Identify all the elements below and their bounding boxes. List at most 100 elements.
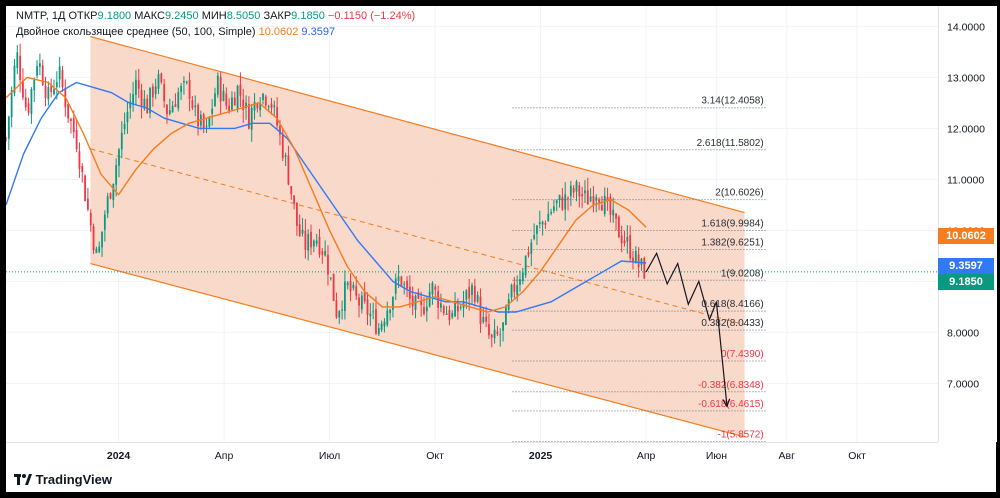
fib-level-label: 2(10.6026) xyxy=(715,188,763,199)
candle-body xyxy=(558,194,561,200)
candle-body xyxy=(50,84,53,92)
candle-body xyxy=(27,103,30,113)
fib-level-label: 1.618(9.9984) xyxy=(701,218,763,229)
candle-body xyxy=(335,300,338,318)
candle-body xyxy=(471,284,473,295)
candle-body xyxy=(231,97,233,110)
candle-body xyxy=(344,281,346,312)
candle-body xyxy=(81,166,84,173)
fib-level-label: 0.618(8.4166) xyxy=(701,299,763,310)
candle-body xyxy=(256,103,259,109)
price-axis[interactable]: 7.00008.00009.000010.000011.000012.00001… xyxy=(938,6,997,442)
candle-body xyxy=(247,104,250,129)
candle-body xyxy=(632,257,634,263)
candle-body xyxy=(403,283,406,285)
candle-body xyxy=(225,93,228,106)
candle-body xyxy=(592,195,595,205)
candle-body xyxy=(307,234,310,251)
candle-body xyxy=(465,290,468,300)
projection-path xyxy=(645,251,728,407)
channel-midline xyxy=(90,148,745,326)
candle-body xyxy=(346,282,349,286)
candle-body xyxy=(61,70,64,88)
channel-upper-line xyxy=(90,36,745,214)
candle-body xyxy=(504,306,507,325)
candle-body xyxy=(19,55,22,81)
tradingview-logo[interactable]: TradingView xyxy=(14,472,112,487)
candle-body xyxy=(160,73,163,83)
legend-high-label: МАКС xyxy=(134,10,165,22)
fib-level-label: 1(9.0208) xyxy=(721,268,764,279)
candle-body xyxy=(233,97,236,106)
candle-body xyxy=(338,311,341,318)
candle-body xyxy=(214,93,216,106)
candle-body xyxy=(143,98,146,109)
candle-body xyxy=(270,103,273,109)
chart-svg: 3.14(12.4058) 2.618(11.5802) 2(10.6026) 1.6… xyxy=(6,6,938,442)
candle-body xyxy=(332,273,335,301)
candle-body xyxy=(53,89,55,94)
candle-body xyxy=(578,185,581,197)
candle-body xyxy=(329,277,332,279)
indicator-ma-fast: 10.0602 xyxy=(258,26,299,38)
time-tick-label: Июл xyxy=(319,450,340,462)
candle-body xyxy=(151,86,154,98)
legend-symbol[interactable]: NMTP, 1Д xyxy=(16,10,66,22)
fib-level-label: 3.14(12.4058) xyxy=(701,96,763,107)
legend-indicator[interactable]: Двойное скользящее среднее (50, 100, Sim… xyxy=(16,26,335,38)
candle-body xyxy=(476,295,479,302)
candle-body xyxy=(617,216,620,238)
plot-area[interactable]: 3.14(12.4058) 2.618(11.5802) 2(10.6026) 1.6… xyxy=(6,6,938,442)
candle-body xyxy=(499,334,502,336)
fib-level-label: 0(7.4390) xyxy=(721,349,764,360)
candle-body xyxy=(188,79,191,100)
candle-body xyxy=(301,229,304,234)
candle-body xyxy=(572,187,575,193)
candle-body xyxy=(310,231,312,248)
candle-body xyxy=(598,199,600,204)
price-tick-label: 13.0000 xyxy=(947,72,985,84)
candle-body xyxy=(194,105,197,108)
candle-body xyxy=(236,85,239,109)
candle-body xyxy=(406,280,408,289)
candle-body xyxy=(380,323,383,330)
time-axis[interactable]: 2024 Апр Июл Окт 2025 Апр Июн Авг Окт xyxy=(6,442,938,467)
candle-body xyxy=(626,236,629,242)
candle-body xyxy=(135,79,137,95)
candle-body xyxy=(637,254,640,268)
candle-body xyxy=(273,105,276,107)
candle-body xyxy=(22,80,24,98)
candle-body xyxy=(279,126,281,135)
candle-body xyxy=(267,106,270,108)
candle-body xyxy=(327,254,329,275)
candle-body xyxy=(372,311,375,313)
channel-lower-line xyxy=(90,262,745,438)
candle-body xyxy=(47,86,50,100)
candle-body xyxy=(485,316,488,322)
candle-body xyxy=(58,66,61,80)
candle-body xyxy=(216,75,219,95)
candle-body xyxy=(377,327,380,335)
candle-body xyxy=(55,82,58,88)
candle-body xyxy=(41,65,44,85)
time-tick-label: Июн xyxy=(706,450,727,462)
candle-body xyxy=(276,107,279,126)
candle-body xyxy=(510,284,513,298)
candle-body xyxy=(544,222,547,225)
candle-body xyxy=(315,240,318,244)
candle-body xyxy=(166,104,168,115)
candle-body xyxy=(123,123,126,130)
legend-low-label: МИН xyxy=(201,10,227,22)
candle-body xyxy=(400,276,403,286)
candle-body xyxy=(6,138,7,140)
candle-body xyxy=(78,151,81,169)
candle-body xyxy=(493,329,496,339)
candle-body xyxy=(262,93,264,100)
candle-body xyxy=(118,149,120,166)
candle-body xyxy=(363,291,366,301)
candle-body xyxy=(245,102,247,109)
legend-close: 9.1850 xyxy=(291,10,325,22)
axis-corner[interactable] xyxy=(938,442,996,466)
candle-body xyxy=(168,110,171,114)
legend-close-label: ЗАКР xyxy=(263,10,292,22)
